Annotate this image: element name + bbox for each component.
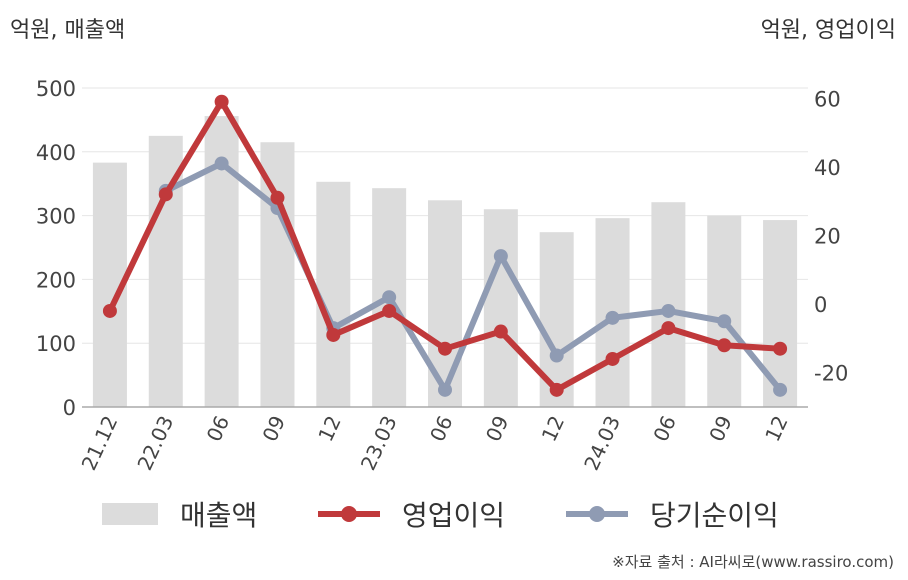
y-left-tick-label: 0 <box>63 396 76 420</box>
right-axis-unit: 억원, 영업이익 <box>760 18 896 43</box>
operating-profit-point <box>382 303 397 318</box>
operating-profit-point <box>549 382 564 397</box>
y-right-tick-label: -20 <box>814 362 848 386</box>
y-left-tick-label: 300 <box>36 205 76 229</box>
y-left-tick-label: 100 <box>36 332 76 356</box>
legend-item-sales: 매출액 <box>102 492 257 536</box>
x-tick-label: 06 <box>425 412 458 445</box>
legend-label-sales: 매출액 <box>180 499 258 532</box>
y-left-tick-label: 400 <box>36 141 76 165</box>
bar-sales <box>316 181 351 407</box>
operating-profit-point <box>661 321 676 336</box>
net-income-point <box>661 303 676 318</box>
y-right-tick-label: 20 <box>814 224 841 248</box>
bar-sales <box>707 215 742 407</box>
y-left-tick-label: 500 <box>36 77 76 101</box>
legend-swatch-net <box>566 503 628 525</box>
operating-profit-point <box>270 190 285 205</box>
x-tick-label: 21.12 <box>77 412 123 474</box>
legend-label-operating: 영업이익 <box>402 499 506 532</box>
legend-label-net: 당기순이익 <box>650 499 779 532</box>
x-tick-label: 22.03 <box>132 412 178 474</box>
operating-profit-point <box>214 94 229 109</box>
y-left-tick-label: 200 <box>36 268 76 292</box>
x-tick-label: 09 <box>704 412 737 445</box>
operating-profit-point <box>493 324 508 339</box>
legend-item-operating: 영업이익 <box>318 492 505 536</box>
net-income-point <box>214 156 229 171</box>
x-tick-label: 24.03 <box>579 412 625 474</box>
net-income-line <box>164 160 783 393</box>
x-tick-label: 06 <box>648 412 681 445</box>
net-income-point <box>438 382 452 397</box>
x-tick-label: 12 <box>313 412 346 445</box>
legend-swatch-operating <box>318 503 380 525</box>
source-note: ※자료 출처 : AI라씨로(www.rassiro.com) <box>612 553 894 571</box>
operating-profit-point <box>717 338 732 353</box>
x-tick-label: 23.03 <box>356 412 402 474</box>
combo-chart: 0 100 200 300 400 500 -20 0 20 40 60 21.12 22.03 06 09… <box>36 77 848 474</box>
net-income-point <box>717 314 732 329</box>
legend-item-net: 당기순이익 <box>566 492 779 536</box>
legend: 매출액 영업이익 당기순이익 <box>0 492 908 536</box>
x-tick-label: 12 <box>760 412 793 445</box>
net-income-point <box>549 348 564 363</box>
x-tick-label: 09 <box>257 412 290 445</box>
net-income-point <box>773 382 788 397</box>
operating-profit-point <box>102 303 117 318</box>
net-income-point <box>605 310 620 325</box>
y-right-tick-label: 0 <box>814 293 827 317</box>
net-income-point <box>382 290 397 305</box>
bar-sales <box>428 200 462 407</box>
bar-sales <box>483 209 518 407</box>
x-tick-label: 12 <box>537 412 570 445</box>
left-axis-unit: 억원, 매출액 <box>10 18 126 43</box>
operating-profit-point <box>605 351 620 366</box>
legend-swatch-sales <box>102 503 158 525</box>
net-income-point <box>493 249 508 264</box>
bar-sales <box>260 142 295 408</box>
operating-profit-point <box>326 327 341 342</box>
y-right-tick-label: 40 <box>814 156 841 180</box>
operating-profit-point <box>158 187 173 202</box>
operating-profit-point <box>773 341 788 356</box>
operating-profit-point <box>438 341 452 356</box>
y-right-tick-label: 60 <box>814 87 841 111</box>
x-tick-label: 09 <box>481 412 514 445</box>
x-tick-label: 06 <box>202 412 235 445</box>
